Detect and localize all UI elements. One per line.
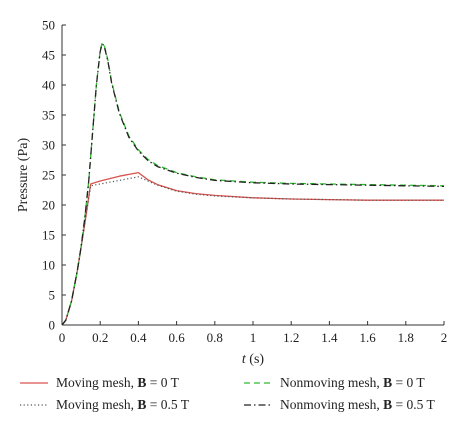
legend: Moving mesh, B = 0 T Moving mesh, B = 0.5… <box>20 375 436 412</box>
x-tick-label: 1.8 <box>398 330 414 345</box>
y-tick-label: 45 <box>42 48 55 63</box>
series-line-3 <box>61 42 445 326</box>
x-axis-unit: (s) <box>246 352 265 367</box>
legend-label-4: Nonmoving mesh, B = 0.5 T <box>280 397 436 412</box>
series-lines <box>61 42 445 326</box>
x-tick-label: 2 <box>441 330 448 345</box>
legend-label-3: Nonmoving mesh, B = 0 T <box>280 375 425 390</box>
y-tick-label: 0 <box>49 318 56 333</box>
x-tick-label: 0.8 <box>207 330 223 345</box>
y-tick-label: 10 <box>42 258 55 273</box>
series-line-4 <box>61 43 445 326</box>
x-axis-title: t (s) <box>242 352 265 367</box>
x-tick-label: 0.6 <box>168 330 185 345</box>
y-tick-label: 20 <box>42 198 55 213</box>
x-tick-label: 0.4 <box>130 330 147 345</box>
y-tick-label: 50 <box>42 18 55 33</box>
x-tick-label: 1 <box>250 330 257 345</box>
legend-label-2: Moving mesh, B = 0.5 T <box>56 397 190 412</box>
x-tick-label: 1.2 <box>283 330 299 345</box>
axes: 0 0.2 0.4 0.6 0.8 1 1.2 1.4 1.6 1.8 20510152025303… <box>42 18 447 346</box>
series-line-1 <box>61 171 444 326</box>
y-tick-label: 15 <box>42 228 55 243</box>
y-tick-label: 25 <box>42 168 55 183</box>
y-axis-title: Pressure (Pa) <box>16 138 31 213</box>
x-axis-var: t <box>242 352 247 367</box>
x-tick-label: 0 <box>59 330 66 345</box>
y-tick-label: 35 <box>42 108 55 123</box>
x-tick-label: 1.4 <box>321 330 338 345</box>
legend-label-1: Moving mesh, B = 0 T <box>56 375 180 390</box>
y-tick-label: 40 <box>42 78 55 93</box>
x-tick-label: 1.6 <box>359 330 376 345</box>
y-tick-label: 5 <box>49 288 56 303</box>
x-tick-label: 0.2 <box>92 330 108 345</box>
y-tick-label: 30 <box>42 138 55 153</box>
series-line-2 <box>61 176 444 326</box>
